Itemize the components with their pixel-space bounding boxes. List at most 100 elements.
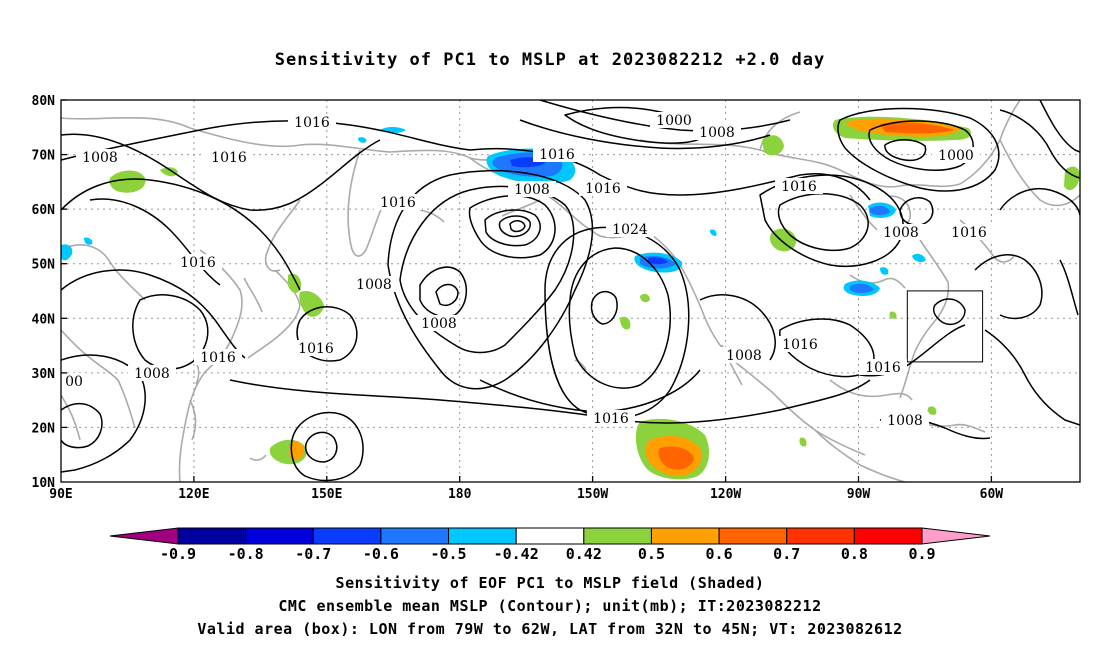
contour-label: 1016 xyxy=(945,224,993,241)
svg-text:1008: 1008 xyxy=(883,225,919,241)
colorbar-swatch xyxy=(853,527,923,545)
lat-label: 10N xyxy=(32,476,56,491)
lon-label: 90W xyxy=(847,487,871,502)
lon-label: 120W xyxy=(710,487,741,502)
colorbar-label: 0.8 xyxy=(841,545,868,563)
caption-line-2: CMC ensemble mean MSLP (Contour); unit(m… xyxy=(278,597,822,615)
colorbar-swatch xyxy=(177,527,247,545)
colorbar-swatch xyxy=(515,527,585,545)
svg-text:1008: 1008 xyxy=(134,366,170,382)
contour-label: 1024 xyxy=(606,221,654,238)
contour-label: 1016 xyxy=(533,146,581,163)
contour-label: 1016 xyxy=(775,178,823,195)
svg-text:1008: 1008 xyxy=(82,150,118,166)
contour-label: 1000 xyxy=(932,147,980,164)
svg-text:1000: 1000 xyxy=(938,148,974,164)
svg-text:1008: 1008 xyxy=(726,348,762,364)
svg-text:1024: 1024 xyxy=(612,222,648,238)
contour-labels: 1016 1008 1016 1016 1016 1008 1016 1016 … xyxy=(0,0,993,429)
svg-text:00: 00 xyxy=(65,374,83,390)
contour-label: 00 xyxy=(62,373,86,390)
lon-label: 120E xyxy=(178,487,209,502)
svg-text:1016: 1016 xyxy=(782,337,818,353)
lat-label: 70N xyxy=(32,149,56,164)
contour-label: 1016 xyxy=(0,0,18,4)
contour-label: 1016 xyxy=(579,180,627,197)
longitude-labels: 90E 120E 150E 180 150W 120W 90W 60W xyxy=(49,487,1003,502)
colorbar-label: 0.7 xyxy=(773,545,800,563)
valid-area-box xyxy=(906,290,984,363)
svg-text:1000: 1000 xyxy=(656,113,692,129)
svg-text:1016: 1016 xyxy=(539,147,575,163)
svg-text:1016: 1016 xyxy=(951,225,987,241)
contour-label: 1008 xyxy=(350,276,398,293)
colorbar-swatch xyxy=(448,527,517,545)
colorbar: -0.9 -0.8 -0.7 -0.6 -0.5 -0.42 0.42 0.5 0.6 0.7 0.… xyxy=(109,527,991,563)
caption-line-1: Sensitivity of EOF PC1 to MSLP field (Sh… xyxy=(335,574,765,592)
svg-text:1008: 1008 xyxy=(699,125,735,141)
colorbar-label: 0.6 xyxy=(706,545,733,563)
colorbar-swatch xyxy=(718,527,788,545)
plot-title: Sensitivity of PC1 to MSLP at 2023082212… xyxy=(274,50,826,70)
contour-label: 1008 xyxy=(76,149,124,166)
colorbar-swatch xyxy=(380,527,450,545)
lon-label: 60W xyxy=(980,487,1004,502)
lon-label: 150W xyxy=(577,487,608,502)
lon-label: 180 xyxy=(448,487,472,502)
colorbar-swatch xyxy=(583,527,652,545)
contour-label: 1016 xyxy=(288,114,336,131)
contour-label: 1016 xyxy=(174,254,222,271)
svg-text:1016: 1016 xyxy=(380,195,416,211)
contour-label: 1008 xyxy=(415,315,463,332)
map-frame xyxy=(60,99,1081,483)
latitude-labels: 80N 70N 60N 50N 40N 30N 20N 10N xyxy=(32,94,56,491)
svg-text:1016: 1016 xyxy=(593,411,629,427)
colorbar-label: -0.7 xyxy=(295,545,331,563)
contour-label: 1008 xyxy=(720,347,768,364)
contour-label: 1008 xyxy=(128,365,176,382)
svg-text:1016: 1016 xyxy=(294,115,330,131)
caption-line-3: Valid area (box): LON from 79W to 62W, L… xyxy=(197,620,903,638)
svg-text:1016: 1016 xyxy=(781,179,817,195)
colorbar-label: -0.5 xyxy=(430,545,466,563)
contour-label: 1016 xyxy=(374,194,422,211)
lat-label: 60N xyxy=(32,203,56,218)
contour-label: 1016 xyxy=(205,149,253,166)
svg-text:1008: 1008 xyxy=(421,316,457,332)
lat-label: 50N xyxy=(32,258,56,273)
contour-label: 1008 xyxy=(877,224,925,241)
colorbar-label: 0.42 xyxy=(566,545,602,563)
lat-label: 40N xyxy=(32,312,56,327)
colorbar-end-high xyxy=(921,527,991,545)
colorbar-label: -0.6 xyxy=(363,545,399,563)
svg-text:1008: 1008 xyxy=(514,182,550,198)
lat-label: 30N xyxy=(32,367,56,382)
svg-text:1016: 1016 xyxy=(298,341,334,357)
colorbar-label: -0.8 xyxy=(228,545,264,563)
contour-label: 1008 xyxy=(508,181,556,198)
lat-label: 20N xyxy=(32,421,56,436)
colorbar-label: -0.9 xyxy=(160,545,196,563)
contour-label: 1000 xyxy=(650,112,698,129)
contour-label: 1016 xyxy=(859,359,907,376)
svg-text:1008: 1008 xyxy=(887,413,923,429)
svg-text:1016: 1016 xyxy=(180,255,216,271)
colorbar-label: 0.5 xyxy=(638,545,665,563)
contour-label: 1016 xyxy=(776,336,824,353)
contour-label: 1008 xyxy=(881,412,929,429)
contour-label: 1008 xyxy=(693,124,741,141)
colorbar-swatch xyxy=(786,527,855,545)
svg-text:1016: 1016 xyxy=(200,350,236,366)
colorbar-swatch xyxy=(650,527,720,545)
svg-text:1016: 1016 xyxy=(585,181,621,197)
lon-label: 90E xyxy=(49,487,72,502)
colorbar-end-low xyxy=(109,527,179,545)
colorbar-label: 0.9 xyxy=(908,545,935,563)
svg-text:1016: 1016 xyxy=(865,360,901,376)
svg-text:1008: 1008 xyxy=(356,277,392,293)
axis-ticks xyxy=(61,99,993,482)
colorbar-swatch xyxy=(245,527,314,545)
colorbar-swatch xyxy=(312,527,382,545)
lat-label: 80N xyxy=(32,94,56,109)
